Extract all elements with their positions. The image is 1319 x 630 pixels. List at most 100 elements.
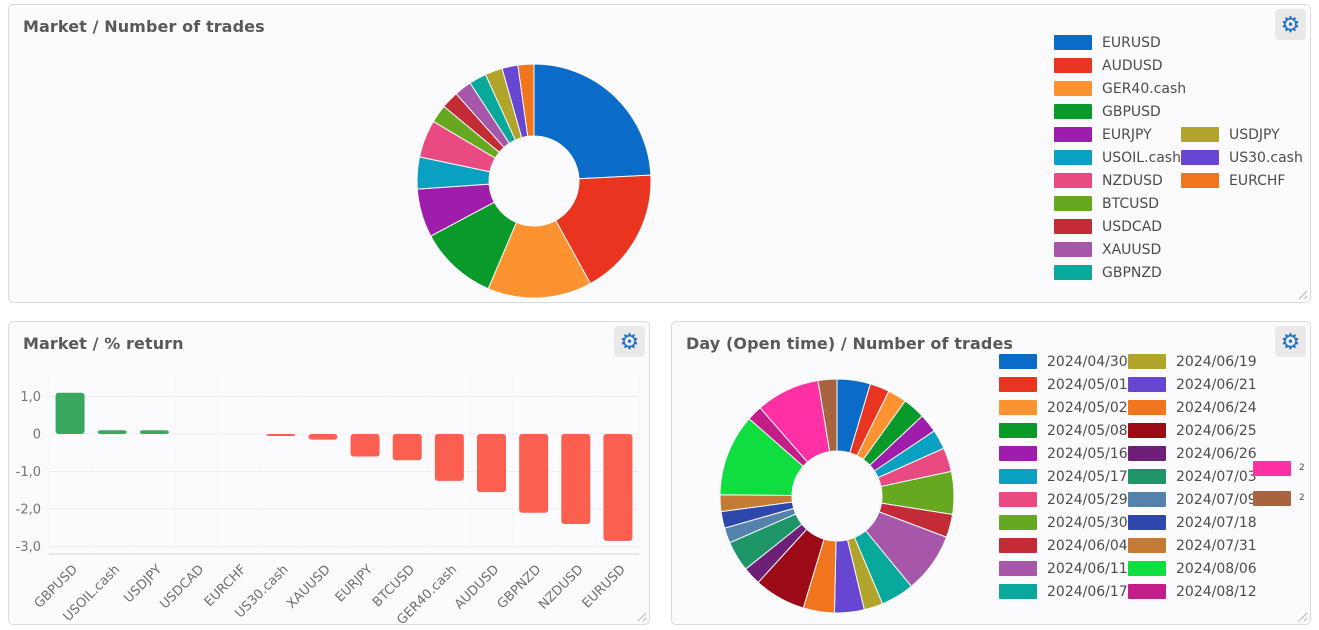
legend-item[interactable]: 2024/07/09 <box>1128 488 1257 511</box>
legend-swatch <box>1054 127 1092 142</box>
y-tick-label: 1,0 <box>20 390 41 405</box>
legend-label: 2024/04/30 <box>1047 353 1128 370</box>
legend-swatch <box>1054 173 1092 188</box>
legend-item[interactable]: 2024/06/19 <box>1128 350 1257 373</box>
legend-swatch <box>1128 584 1166 599</box>
legend-item[interactable]: EURCHF <box>1181 169 1303 192</box>
legend-item[interactable]: 2 <box>1253 453 1307 483</box>
legend-item[interactable]: 2024/06/04 <box>999 534 1128 557</box>
x-axis-label: AUDUSD <box>452 562 502 612</box>
legend-item[interactable]: GER40.cash <box>1054 77 1186 100</box>
legend-label: 2024/08/06 <box>1176 560 1257 577</box>
legend-item[interactable]: 2024/07/31 <box>1128 534 1257 557</box>
legend-item[interactable]: 2024/05/29 <box>999 488 1128 511</box>
legend-item[interactable]: 2024/08/12 <box>1128 580 1257 603</box>
legend-item[interactable]: 2024/05/16 <box>999 442 1128 465</box>
bar[interactable] <box>477 434 506 493</box>
legend-item[interactable]: 2024/05/30 <box>999 511 1128 534</box>
legend-swatch <box>1054 265 1092 280</box>
settings-button[interactable]: ⚙ <box>1275 326 1306 357</box>
legend-swatch <box>999 446 1037 461</box>
donut-slice[interactable] <box>517 63 535 137</box>
x-axis-label: EURUSD <box>580 562 629 611</box>
bar[interactable] <box>97 430 127 434</box>
settings-button[interactable]: ⚙ <box>1275 9 1306 40</box>
bar[interactable] <box>434 434 464 481</box>
resize-handle-icon[interactable] <box>1296 288 1308 300</box>
legend-item[interactable]: GBPNZD <box>1054 261 1186 284</box>
legend-item[interactable]: 2024/07/18 <box>1128 511 1257 534</box>
bar[interactable] <box>350 434 380 457</box>
legend-swatch <box>1128 561 1166 576</box>
bar[interactable] <box>519 434 549 513</box>
legend-item[interactable]: USDJPY <box>1181 123 1303 146</box>
bar[interactable] <box>603 434 633 541</box>
legend-label: 2024/07/09 <box>1176 491 1257 508</box>
legend-label: 2024/06/19 <box>1176 353 1257 370</box>
legend-item[interactable]: 2024/05/02 <box>999 396 1128 419</box>
legend-swatch <box>1128 492 1166 507</box>
panel-title: Day (Open time) / Number of trades <box>686 334 1014 353</box>
legend-item[interactable]: 2024/06/21 <box>1128 373 1257 396</box>
legend-item[interactable]: 2024/04/30 <box>999 350 1128 373</box>
legend-swatch <box>1128 377 1166 392</box>
legend-column: 2024/04/30 2024/05/01 2024/05/02 2024/05/08… <box>999 350 1128 603</box>
legend-label: USOIL.cash <box>1102 149 1181 166</box>
legend-item[interactable]: XAUUSD <box>1054 238 1186 261</box>
legend-swatch <box>999 538 1037 553</box>
x-axis-label: XAUUSD <box>284 562 334 612</box>
legend-item[interactable]: 2 <box>1253 483 1307 513</box>
legend-item[interactable]: 2024/05/08 <box>999 419 1128 442</box>
legend-item[interactable]: USOIL.cash <box>1054 146 1186 169</box>
legend-label: 2024/05/01 <box>1047 376 1128 393</box>
legend-swatch <box>1128 446 1166 461</box>
bar[interactable] <box>266 434 296 436</box>
bar[interactable] <box>561 434 591 524</box>
legend-item[interactable]: 2024/06/25 <box>1128 419 1257 442</box>
legend-item[interactable]: 2024/06/11 <box>999 557 1128 580</box>
legend-label: 2024/06/17 <box>1047 583 1128 600</box>
donut-slice[interactable] <box>555 174 652 285</box>
legend-swatch <box>1128 538 1166 553</box>
donut-slice[interactable] <box>533 63 652 180</box>
legend-label: 2024/05/02 <box>1047 399 1128 416</box>
legend-item[interactable]: 2024/06/24 <box>1128 396 1257 419</box>
bar[interactable] <box>392 434 422 461</box>
legend-item[interactable]: BTCUSD <box>1054 192 1186 215</box>
legend-item[interactable]: GBPUSD <box>1054 100 1186 123</box>
legend-swatch <box>1128 469 1166 484</box>
legend-swatch <box>1128 354 1166 369</box>
legend-label: NZDUSD <box>1102 172 1163 189</box>
legend-item[interactable]: USDCAD <box>1054 215 1186 238</box>
resize-handle-icon[interactable] <box>1296 610 1308 622</box>
legend-item[interactable]: EURJPY <box>1054 123 1186 146</box>
legend-item[interactable]: 2024/06/17 <box>999 580 1128 603</box>
legend-item[interactable]: 2024/05/17 <box>999 465 1128 488</box>
legend-label: 2024/06/21 <box>1176 376 1257 393</box>
legend-label: 2024/06/04 <box>1047 537 1128 554</box>
gear-icon: ⚙ <box>1280 328 1301 354</box>
legend-column: EURUSD AUDUSD GER40.cash GBPUSD EURJPY USOIL.… <box>1054 31 1186 284</box>
x-axis-label: USDCAD <box>157 562 207 612</box>
legend-label: EURCHF <box>1229 172 1286 189</box>
donut-slice[interactable] <box>817 378 838 453</box>
legend-label: 2 <box>1299 463 1305 473</box>
resize-handle-icon[interactable] <box>635 610 647 622</box>
panel-market-number-of-trades: Market / Number of trades ⚙ EURUSD AUDUSD… <box>8 4 1311 303</box>
legend-item[interactable]: US30.cash <box>1181 146 1303 169</box>
legend-item[interactable]: NZDUSD <box>1054 169 1186 192</box>
bar[interactable] <box>308 434 338 440</box>
legend-label: 2024/05/30 <box>1047 514 1128 531</box>
legend-item[interactable]: 2024/05/01 <box>999 373 1128 396</box>
legend-item[interactable]: 2024/08/06 <box>1128 557 1257 580</box>
legend-item[interactable]: EURUSD <box>1054 31 1186 54</box>
settings-button[interactable]: ⚙ <box>614 326 645 357</box>
legend-item[interactable]: 2024/07/03 <box>1128 465 1257 488</box>
bar[interactable] <box>139 430 169 434</box>
legend-swatch <box>1181 173 1219 188</box>
legend-item[interactable]: 2024/06/26 <box>1128 442 1257 465</box>
legend-label: 2024/07/03 <box>1176 468 1257 485</box>
legend-item[interactable]: AUDUSD <box>1054 54 1186 77</box>
bar[interactable] <box>55 392 85 434</box>
